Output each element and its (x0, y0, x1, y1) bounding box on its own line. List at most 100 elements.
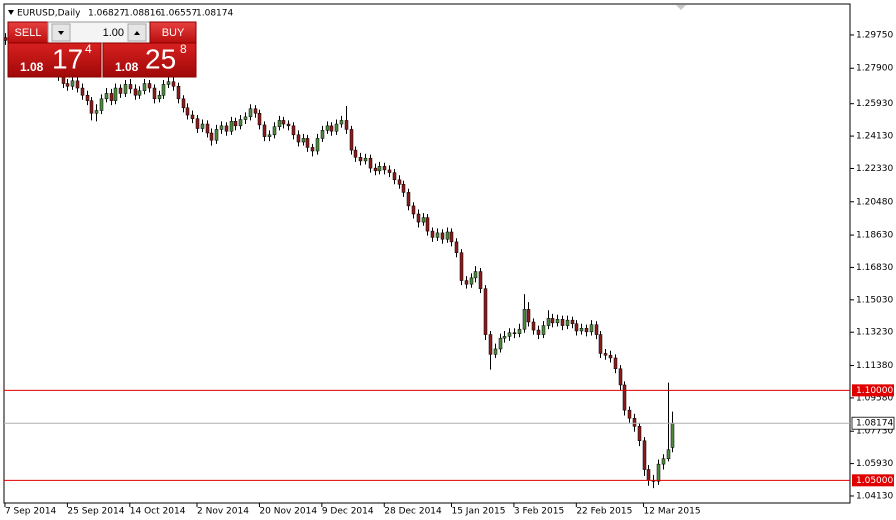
candle-body (459, 252, 464, 281)
candle-body (661, 458, 666, 465)
candle-body (70, 80, 75, 87)
header-close: 1.08174 (196, 9, 233, 19)
level-label-box (852, 474, 894, 487)
candle-body (488, 334, 493, 355)
candle-body (334, 123, 339, 132)
trade-panel: SELL 1.00 BUY 1.08 17 4 1.08 25 8 (7, 21, 197, 78)
lot-value[interactable]: 1.00 (103, 27, 124, 39)
candle-body (430, 230, 435, 238)
candle-body (353, 149, 358, 158)
y-tick-label: 1.20480 (856, 197, 893, 207)
candle-body (209, 132, 214, 141)
candle-body (589, 324, 594, 333)
candle-body (368, 157, 373, 169)
candle-body (493, 348, 498, 355)
candle-body (329, 125, 334, 132)
candle-body (555, 319, 560, 324)
candle-body (262, 124, 267, 137)
candle-body (622, 384, 627, 411)
candle-body (248, 108, 253, 118)
x-tick-label: 14 Oct 2014 (130, 507, 186, 517)
candle-body (137, 90, 142, 96)
buy-price-big: 1.08 (115, 60, 139, 74)
candle-body (3, 37, 8, 41)
candle-body (224, 125, 229, 132)
candle-body (382, 166, 387, 171)
level-label: 1.10000 (856, 386, 893, 396)
x-tick-label: 28 Dec 2014 (384, 507, 442, 517)
candle-body (512, 332, 517, 335)
candle-body (185, 107, 190, 116)
y-tick-label: 1.09580 (856, 393, 893, 403)
candle-body (598, 334, 603, 354)
candle-body (373, 167, 378, 172)
candle-body (637, 426, 642, 441)
x-tick-label: 9 Dec 2014 (322, 507, 374, 517)
candle-body (464, 280, 469, 285)
candle-body (281, 120, 286, 125)
plot-frame (3, 3, 851, 504)
candle-body (656, 463, 661, 482)
candle-body (642, 440, 647, 470)
x-tick-label: 25 Sep 2014 (67, 507, 124, 517)
x-tick-label: 22 Feb 2015 (576, 507, 632, 517)
candle-body (238, 119, 243, 127)
candle-body (171, 81, 176, 87)
candle-body (219, 125, 224, 130)
header-high: 1.08816 (124, 9, 161, 19)
candle-body (253, 108, 258, 114)
candle-body (349, 129, 354, 151)
candle-body (546, 318, 551, 326)
sell-price-box[interactable] (7, 42, 102, 78)
candle-body (75, 80, 80, 89)
candle-body (541, 325, 546, 335)
candle-body (517, 328, 522, 334)
y-tick-label: 1.29750 (856, 30, 893, 40)
candle-body (344, 120, 349, 130)
candle-body (454, 241, 459, 253)
candle-body (277, 120, 282, 127)
header-low: 1.06557 (160, 9, 197, 19)
candle-body (113, 87, 118, 101)
x-tick-label: 15 Jan 2015 (451, 507, 505, 517)
candle-body (190, 114, 195, 119)
candle-body (109, 93, 114, 101)
sell-price-pips: 17 (52, 43, 83, 74)
candle-body (85, 94, 90, 101)
sell-label[interactable]: SELL (15, 27, 42, 39)
candle-body (401, 184, 406, 193)
candle-body (257, 112, 262, 126)
candle-body (195, 118, 200, 129)
candle-body (435, 232, 440, 238)
candle-body (560, 319, 565, 326)
price-label-box (851, 416, 895, 430)
candle-body (579, 328, 584, 332)
sell-price-big: 1.08 (20, 60, 44, 74)
y-tick-label: 1.16830 (856, 263, 893, 273)
candle-body (478, 271, 483, 289)
x-tick-label: 2 Nov 2014 (197, 507, 249, 517)
buy-price-box[interactable] (102, 42, 197, 78)
candle-body (181, 98, 186, 109)
y-tick-label: 1.15030 (856, 295, 893, 305)
header: EURUSD,Daily 1.06827 1.08816 1.06557 1.0… (8, 9, 233, 19)
shift-marker (676, 5, 686, 10)
candle-body (392, 172, 397, 181)
candle-body (469, 277, 474, 285)
sell-price-frac: 4 (85, 42, 92, 56)
candle-body (502, 336, 507, 339)
y-tick-label: 1.25930 (856, 99, 893, 109)
candle-body (286, 123, 291, 127)
y-tick-label: 1.18630 (856, 231, 893, 241)
candle-body (425, 217, 430, 232)
candle-body (133, 88, 138, 96)
candle-body (128, 84, 133, 90)
y-tick-label: 1.11380 (856, 361, 893, 371)
candle-body (483, 288, 488, 335)
candle-body (411, 205, 416, 215)
candle-body (550, 318, 555, 324)
candle-body (233, 121, 238, 127)
buy-label[interactable]: BUY (162, 27, 185, 39)
candle-body (200, 123, 205, 129)
candle-body (531, 321, 536, 331)
